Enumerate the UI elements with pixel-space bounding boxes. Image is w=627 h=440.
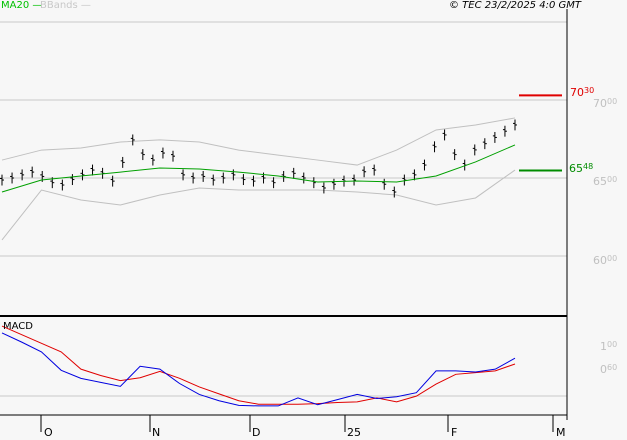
copyright: © TEC 23/2/2025 4:0 GMT	[449, 0, 581, 11]
month-label-n: N	[152, 426, 161, 439]
ma20-line	[1, 144, 516, 193]
macd-label: MACD	[3, 321, 33, 332]
month-label-m: M	[556, 426, 566, 439]
price-tick-6000: 6000	[593, 254, 618, 267]
month-label-f: F	[451, 426, 458, 439]
legend-bbands: BBands —	[40, 0, 91, 11]
price-tick-6500: 6500	[593, 175, 618, 188]
month-label-d: D	[252, 426, 261, 439]
legend-ma20: MA20 —	[1, 0, 43, 11]
legend-ma20-label: MA20	[1, 0, 30, 11]
legend-bbands-label: BBands	[40, 0, 78, 11]
month-label-25: 25	[347, 426, 361, 439]
bband-lower	[1, 169, 516, 241]
macd-tick-0.6: 060	[600, 363, 618, 376]
macd-line	[1, 332, 516, 407]
month-label-o: O	[44, 426, 53, 439]
macd-signal-line	[1, 325, 516, 405]
resistance-label: 7030	[570, 86, 595, 99]
macd-tick-1: 100	[600, 340, 618, 353]
support-label: 6548	[569, 162, 594, 175]
price-tick-7000: 7000	[593, 97, 618, 110]
bband-upper	[1, 117, 516, 166]
